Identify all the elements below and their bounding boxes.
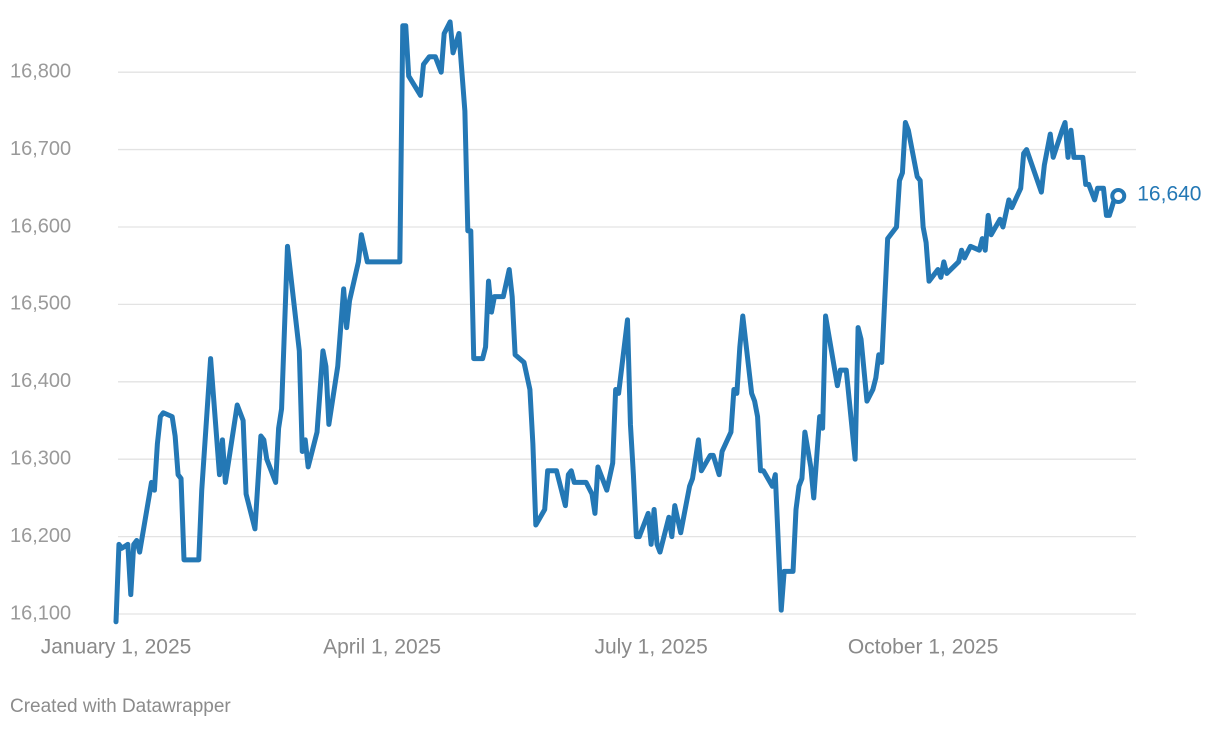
y-tick-label: 16,200	[10, 525, 71, 547]
y-tick-label: 16,700	[10, 138, 71, 160]
y-tick-label: 16,600	[10, 215, 71, 237]
line	[113, 19, 1121, 625]
end-point	[1110, 188, 1127, 205]
y-tick-label: 16,500	[10, 293, 71, 315]
x-tick-label: April 1, 2025	[323, 636, 441, 659]
grid: 16,100 16,200 16,300 16,400 16,500 16,600 16,7…	[10, 60, 1136, 659]
x-tick-label: July 1, 2025	[595, 636, 708, 659]
y-tick-label: 16,400	[10, 370, 71, 392]
plot-area: 16,640	[113, 19, 1201, 625]
y-tick-label: 16,800	[10, 60, 71, 82]
y-tick-label: 16,100	[10, 602, 71, 624]
x-tick-label: October 1, 2025	[848, 636, 999, 659]
credit: Created with Datawrapper	[10, 696, 231, 717]
end-label: 16,640	[1137, 183, 1201, 206]
y-tick-label: 16,300	[10, 447, 71, 469]
x-tick-label: January 1, 2025	[41, 636, 192, 659]
